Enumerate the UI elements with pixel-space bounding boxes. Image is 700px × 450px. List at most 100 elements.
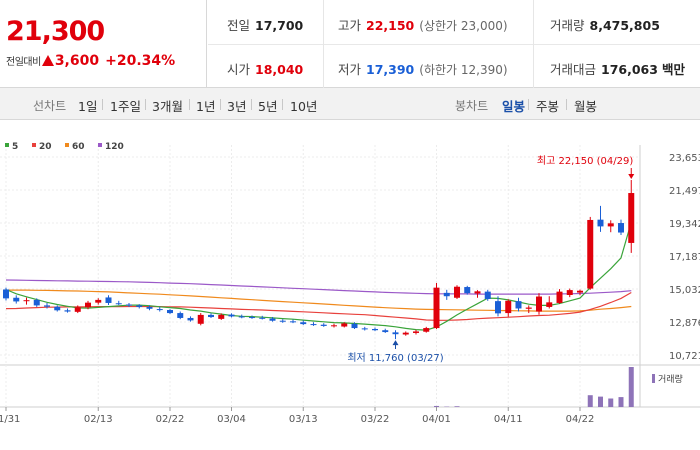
candle-body bbox=[361, 328, 368, 330]
stat-trade-value: 거래대금 176,063 백만 bbox=[550, 59, 685, 78]
volume-legend-swatch bbox=[652, 374, 655, 383]
candle-body bbox=[525, 307, 532, 309]
price-change: 전일대비 3,600 +20.34% bbox=[6, 53, 175, 69]
candle-body bbox=[320, 324, 327, 326]
stat-open: 시가 18,040 bbox=[227, 59, 303, 78]
stat-value: 176,063 bbox=[601, 62, 658, 77]
tab-daily[interactable]: 일봉 bbox=[502, 99, 526, 114]
candle-body bbox=[597, 219, 604, 227]
candle-body bbox=[505, 300, 512, 314]
x-tick-label: 03/22 bbox=[361, 414, 390, 425]
ma5-line bbox=[5, 221, 632, 331]
x-tick-label: 04/01 bbox=[422, 414, 451, 425]
stat-label: 거래량 bbox=[550, 18, 585, 33]
period-3m[interactable]: 3개월 bbox=[152, 99, 183, 114]
candle-body bbox=[279, 320, 286, 322]
candle-body bbox=[331, 325, 337, 327]
volume-bar bbox=[454, 406, 460, 407]
volume-legend-label: 거래량 bbox=[658, 373, 683, 385]
stat-value: 17,390 bbox=[366, 62, 415, 77]
chart-canvas: 거래량 23,653 21,497 19,342 17,187 15,032 12,876… bbox=[0, 142, 700, 425]
legend-swatch bbox=[65, 143, 69, 147]
candle-body bbox=[628, 193, 635, 243]
candle-body bbox=[74, 307, 81, 312]
candle-body bbox=[607, 223, 614, 227]
current-price: 21,300 bbox=[6, 16, 105, 47]
high-arrow-icon bbox=[628, 174, 635, 180]
period-1y[interactable]: 1년 bbox=[196, 99, 216, 114]
y-tick-label: 15,032 bbox=[669, 285, 700, 296]
stat-label: 전일 bbox=[227, 18, 251, 33]
y-tick-label: 23,653 bbox=[669, 153, 700, 164]
volume-bar bbox=[598, 396, 603, 407]
candle-body bbox=[13, 297, 20, 302]
change-rate: +20.34% bbox=[105, 53, 176, 69]
candle-body bbox=[177, 313, 184, 318]
candle-body bbox=[33, 299, 40, 306]
toolbar-divider bbox=[145, 99, 146, 110]
line-chart-label: 선차트 bbox=[33, 99, 67, 113]
low-arrow-icon bbox=[392, 340, 399, 346]
candle-body bbox=[392, 332, 399, 335]
candle-body bbox=[95, 299, 102, 303]
period-10y[interactable]: 10년 bbox=[290, 99, 318, 114]
candle-chart-label: 봉차트 bbox=[455, 99, 489, 113]
lower-limit: (하한가 12,390) bbox=[419, 63, 508, 77]
change-label: 전일대비 bbox=[6, 57, 41, 68]
candle-body bbox=[64, 310, 71, 312]
period-1w[interactable]: 1주일 bbox=[110, 99, 141, 114]
x-tick-label: 02/22 bbox=[156, 414, 185, 425]
candle-body bbox=[3, 289, 9, 299]
period-1d[interactable]: 1일 bbox=[78, 99, 98, 114]
x-tick-label: 02/13 bbox=[84, 414, 113, 425]
tab-monthly[interactable]: 월봉 bbox=[574, 99, 598, 114]
x-tick-label: 03/04 bbox=[217, 414, 246, 425]
candle-body bbox=[54, 306, 61, 311]
stat-value: 17,700 bbox=[255, 18, 304, 33]
price-stats: 전일 17,700 고가 22,150 (상한가 23,000) 거래량 8,475,8… bbox=[208, 0, 700, 88]
toolbar-divider bbox=[220, 99, 221, 110]
ma60-line bbox=[6, 289, 632, 312]
candle-body bbox=[566, 290, 573, 295]
legend-swatch bbox=[98, 143, 102, 147]
stat-divider bbox=[323, 0, 324, 88]
candle-body bbox=[577, 290, 583, 293]
candle-body bbox=[536, 296, 542, 312]
candle-body bbox=[228, 314, 235, 317]
volume-bar bbox=[434, 405, 439, 407]
period-5y[interactable]: 5년 bbox=[258, 99, 278, 114]
legend-label: 60 bbox=[72, 142, 85, 152]
stat-label: 저가 bbox=[338, 62, 362, 77]
candle-body bbox=[208, 314, 214, 318]
candle-body bbox=[454, 286, 460, 298]
toolbar-divider bbox=[251, 99, 252, 110]
candle-body bbox=[443, 292, 450, 297]
volume-bar bbox=[608, 398, 614, 407]
candle-body bbox=[167, 310, 173, 314]
candle-body bbox=[269, 318, 276, 321]
x-tick-label: 01/31 bbox=[0, 414, 20, 425]
stat-prev-close: 전일 17,700 bbox=[227, 15, 303, 34]
candle-body bbox=[546, 302, 553, 307]
legend-swatch bbox=[5, 143, 9, 147]
candle-body bbox=[474, 291, 481, 294]
period-3y[interactable]: 3년 bbox=[227, 99, 247, 114]
toolbar-divider bbox=[528, 99, 529, 110]
stat-value: 18,040 bbox=[255, 62, 304, 77]
candle-body bbox=[115, 303, 122, 305]
stat-label: 고가 bbox=[338, 18, 362, 33]
toolbar-divider bbox=[566, 99, 567, 110]
candle-body bbox=[126, 304, 132, 306]
candle-body bbox=[618, 223, 624, 233]
stat-label: 시가 bbox=[227, 62, 251, 77]
tab-weekly[interactable]: 주봉 bbox=[536, 99, 560, 114]
low-price-annotation: 최저 11,760 (03/27) bbox=[347, 352, 443, 364]
candle-body bbox=[372, 328, 378, 331]
stat-label: 거래대금 bbox=[550, 62, 597, 77]
candle-body bbox=[156, 309, 163, 311]
candle-body bbox=[136, 305, 143, 307]
candle-body bbox=[218, 314, 225, 319]
candle-body bbox=[423, 328, 430, 332]
candle-body bbox=[495, 301, 501, 314]
